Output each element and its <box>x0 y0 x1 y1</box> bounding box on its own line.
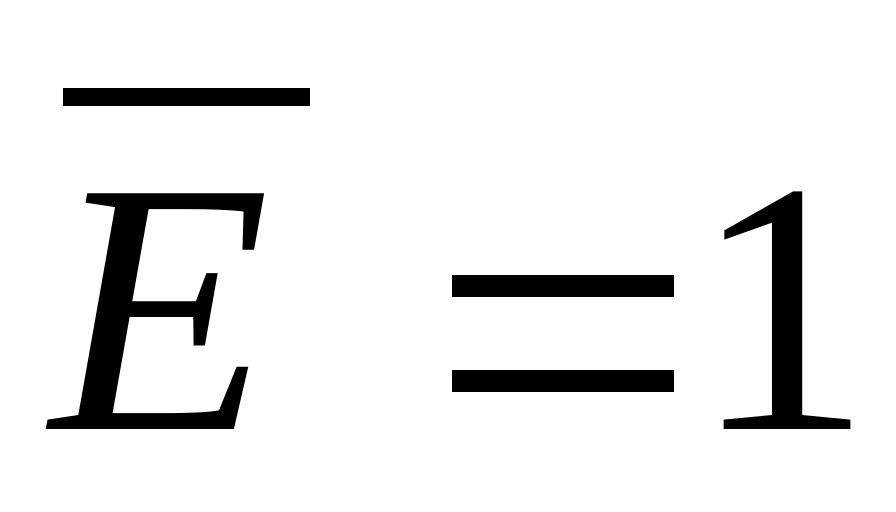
overline-bar <box>63 88 310 106</box>
equals-sign-top-line <box>452 275 674 297</box>
equals-sign: = <box>0 0 1 1</box>
variable-e: E <box>50 108 270 507</box>
equals-sign-bottom-line <box>452 370 674 392</box>
value-one: 1 <box>692 108 872 507</box>
